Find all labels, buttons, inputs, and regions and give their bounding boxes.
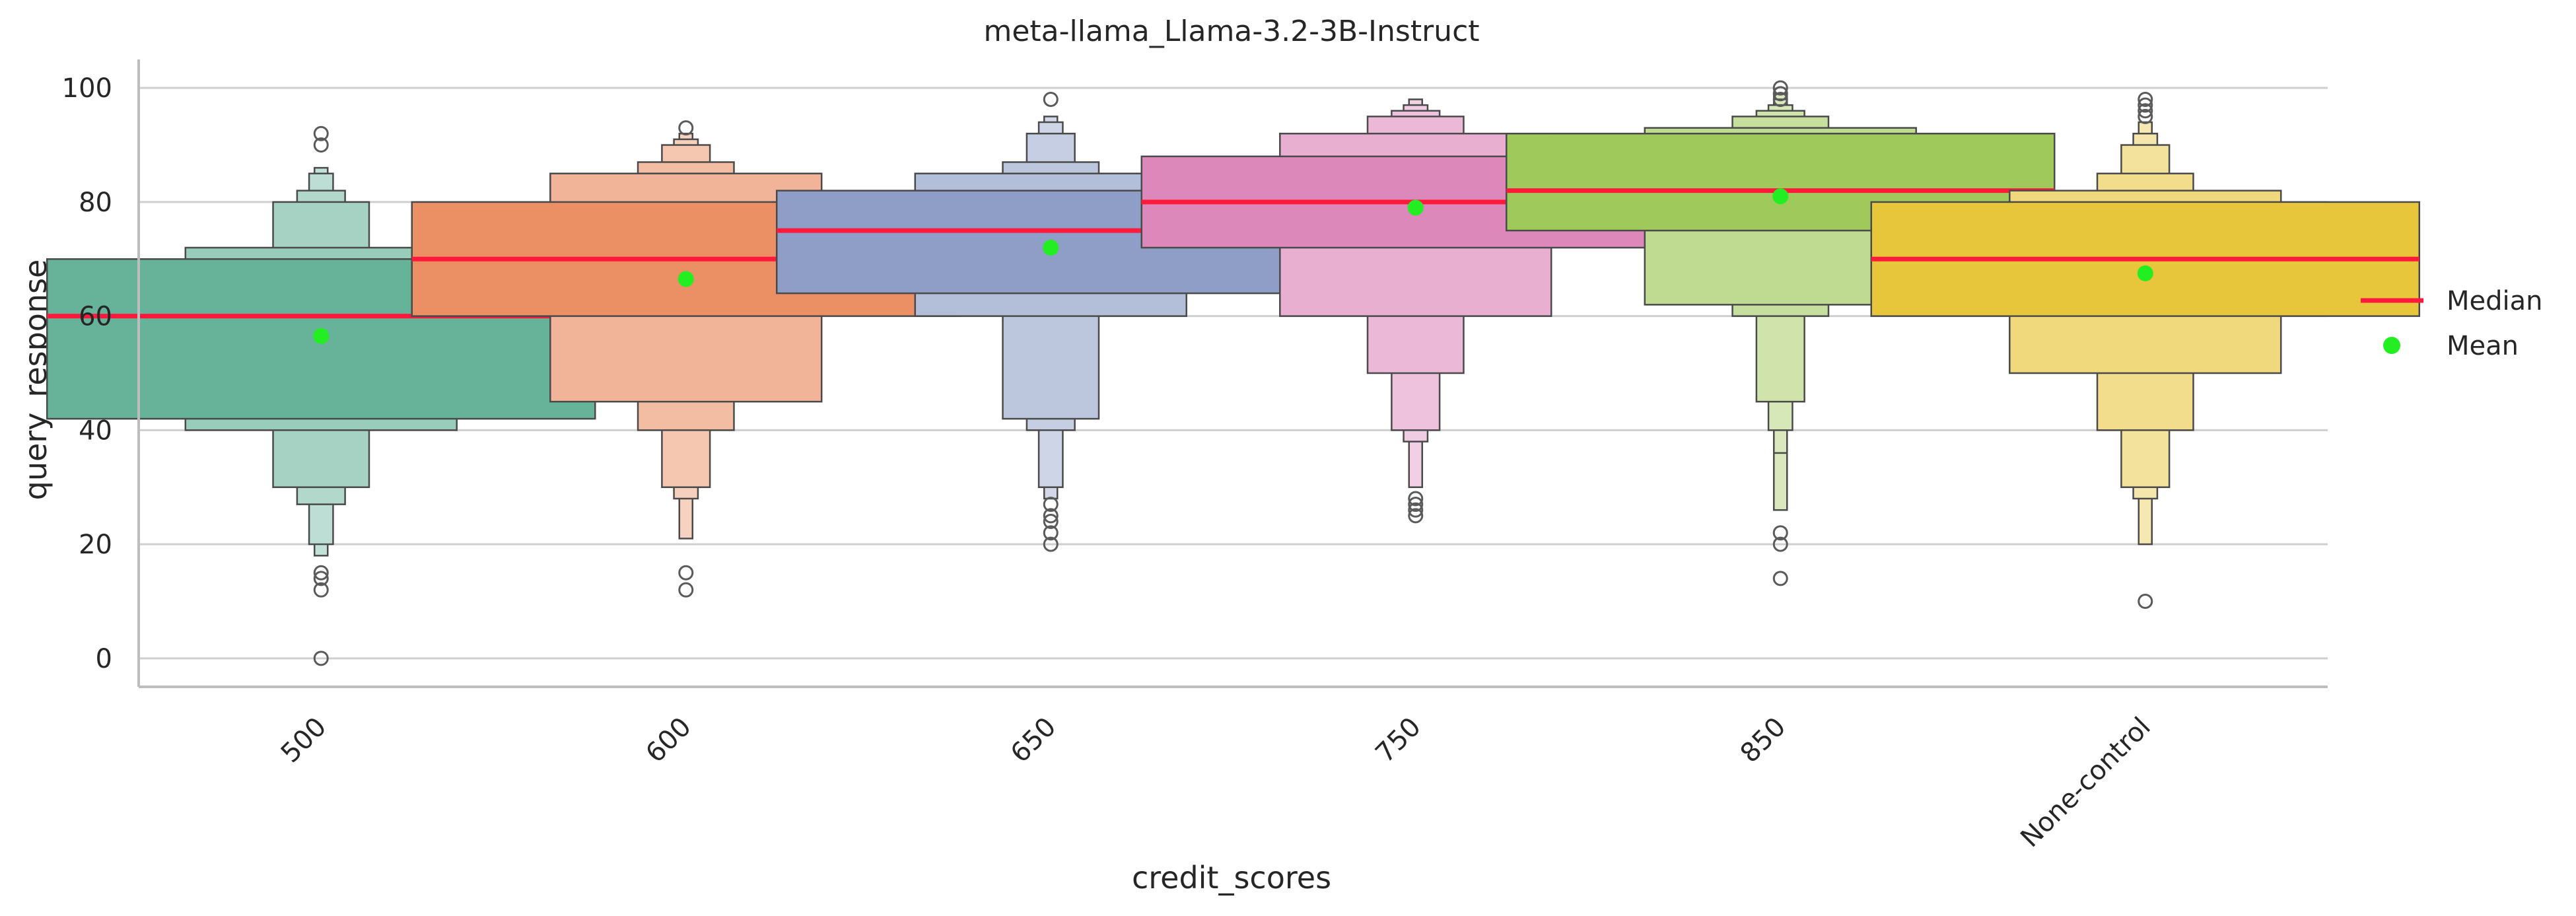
y-tick-label: 100 [62,73,112,104]
outlier-point [1043,91,1059,107]
outlier-point [1772,571,1788,586]
outlier-point [1408,508,1424,524]
legend-label: Mean [2447,331,2519,361]
boxen-None-control [1870,91,2420,609]
mean-point [1043,240,1059,256]
outlier-point [2138,103,2153,119]
outlier-point [2138,108,2153,124]
legend-label: Median [2447,286,2543,316]
outlier-point [1043,497,1059,512]
outlier-point [2138,97,2153,113]
boxen-plots [46,80,2420,666]
legend-item-median: Median [2361,286,2543,316]
mean-point [2137,265,2153,281]
outlier-point [2138,91,2153,107]
x-tick-label: None-control [2015,712,2157,854]
chart-title: meta-llama_Llama-3.2-3B-Instruct [983,15,1479,48]
y-tick-label: 20 [79,530,112,560]
x-axis-label: credit_scores [1132,860,1331,896]
outlier-point [313,137,329,153]
outlier-point [678,582,694,598]
outlier-point [678,565,694,581]
outlier-point [313,571,329,586]
x-tick-label: 850 [1735,712,1792,769]
y-tick-label: 0 [96,644,112,674]
outlier-point [1772,525,1788,541]
mean-point [1772,188,1789,205]
outlier-point [1408,491,1424,507]
outlier-point [1772,91,1788,107]
outlier-point [1772,536,1788,552]
outlier-point [1408,497,1424,512]
outlier-point [1408,502,1424,518]
outlier-point [678,120,694,136]
y-tick-label: 80 [79,188,112,218]
boxen-850 [1506,80,2056,586]
outlier-point [313,565,329,581]
outlier-point [2138,593,2153,609]
outlier-point [1772,80,1788,96]
legend-item-mean: Mean [2383,331,2519,361]
boxen-600 [411,120,961,598]
x-tick-label: 600 [640,712,697,769]
outlier-point [1043,536,1059,552]
outlier-point [313,651,329,666]
outlier-point [1043,514,1059,530]
outlier-point [1772,86,1788,102]
y-tick-label: 60 [79,302,112,332]
y-tick-label: 40 [79,415,112,446]
x-tick-label: 500 [275,712,333,769]
mean-point [313,328,330,344]
mean-point [678,271,694,287]
outlier-point [313,582,329,598]
outlier-point [1043,508,1059,524]
outlier-point [1043,525,1059,541]
x-tick-label: 650 [1005,712,1062,769]
x-tick-label: 750 [1370,712,1427,769]
outlier-point [313,125,329,141]
legend: Median Mean [2361,286,2543,361]
mean-point [1407,199,1424,216]
legend-dot-swatch [2383,337,2400,354]
